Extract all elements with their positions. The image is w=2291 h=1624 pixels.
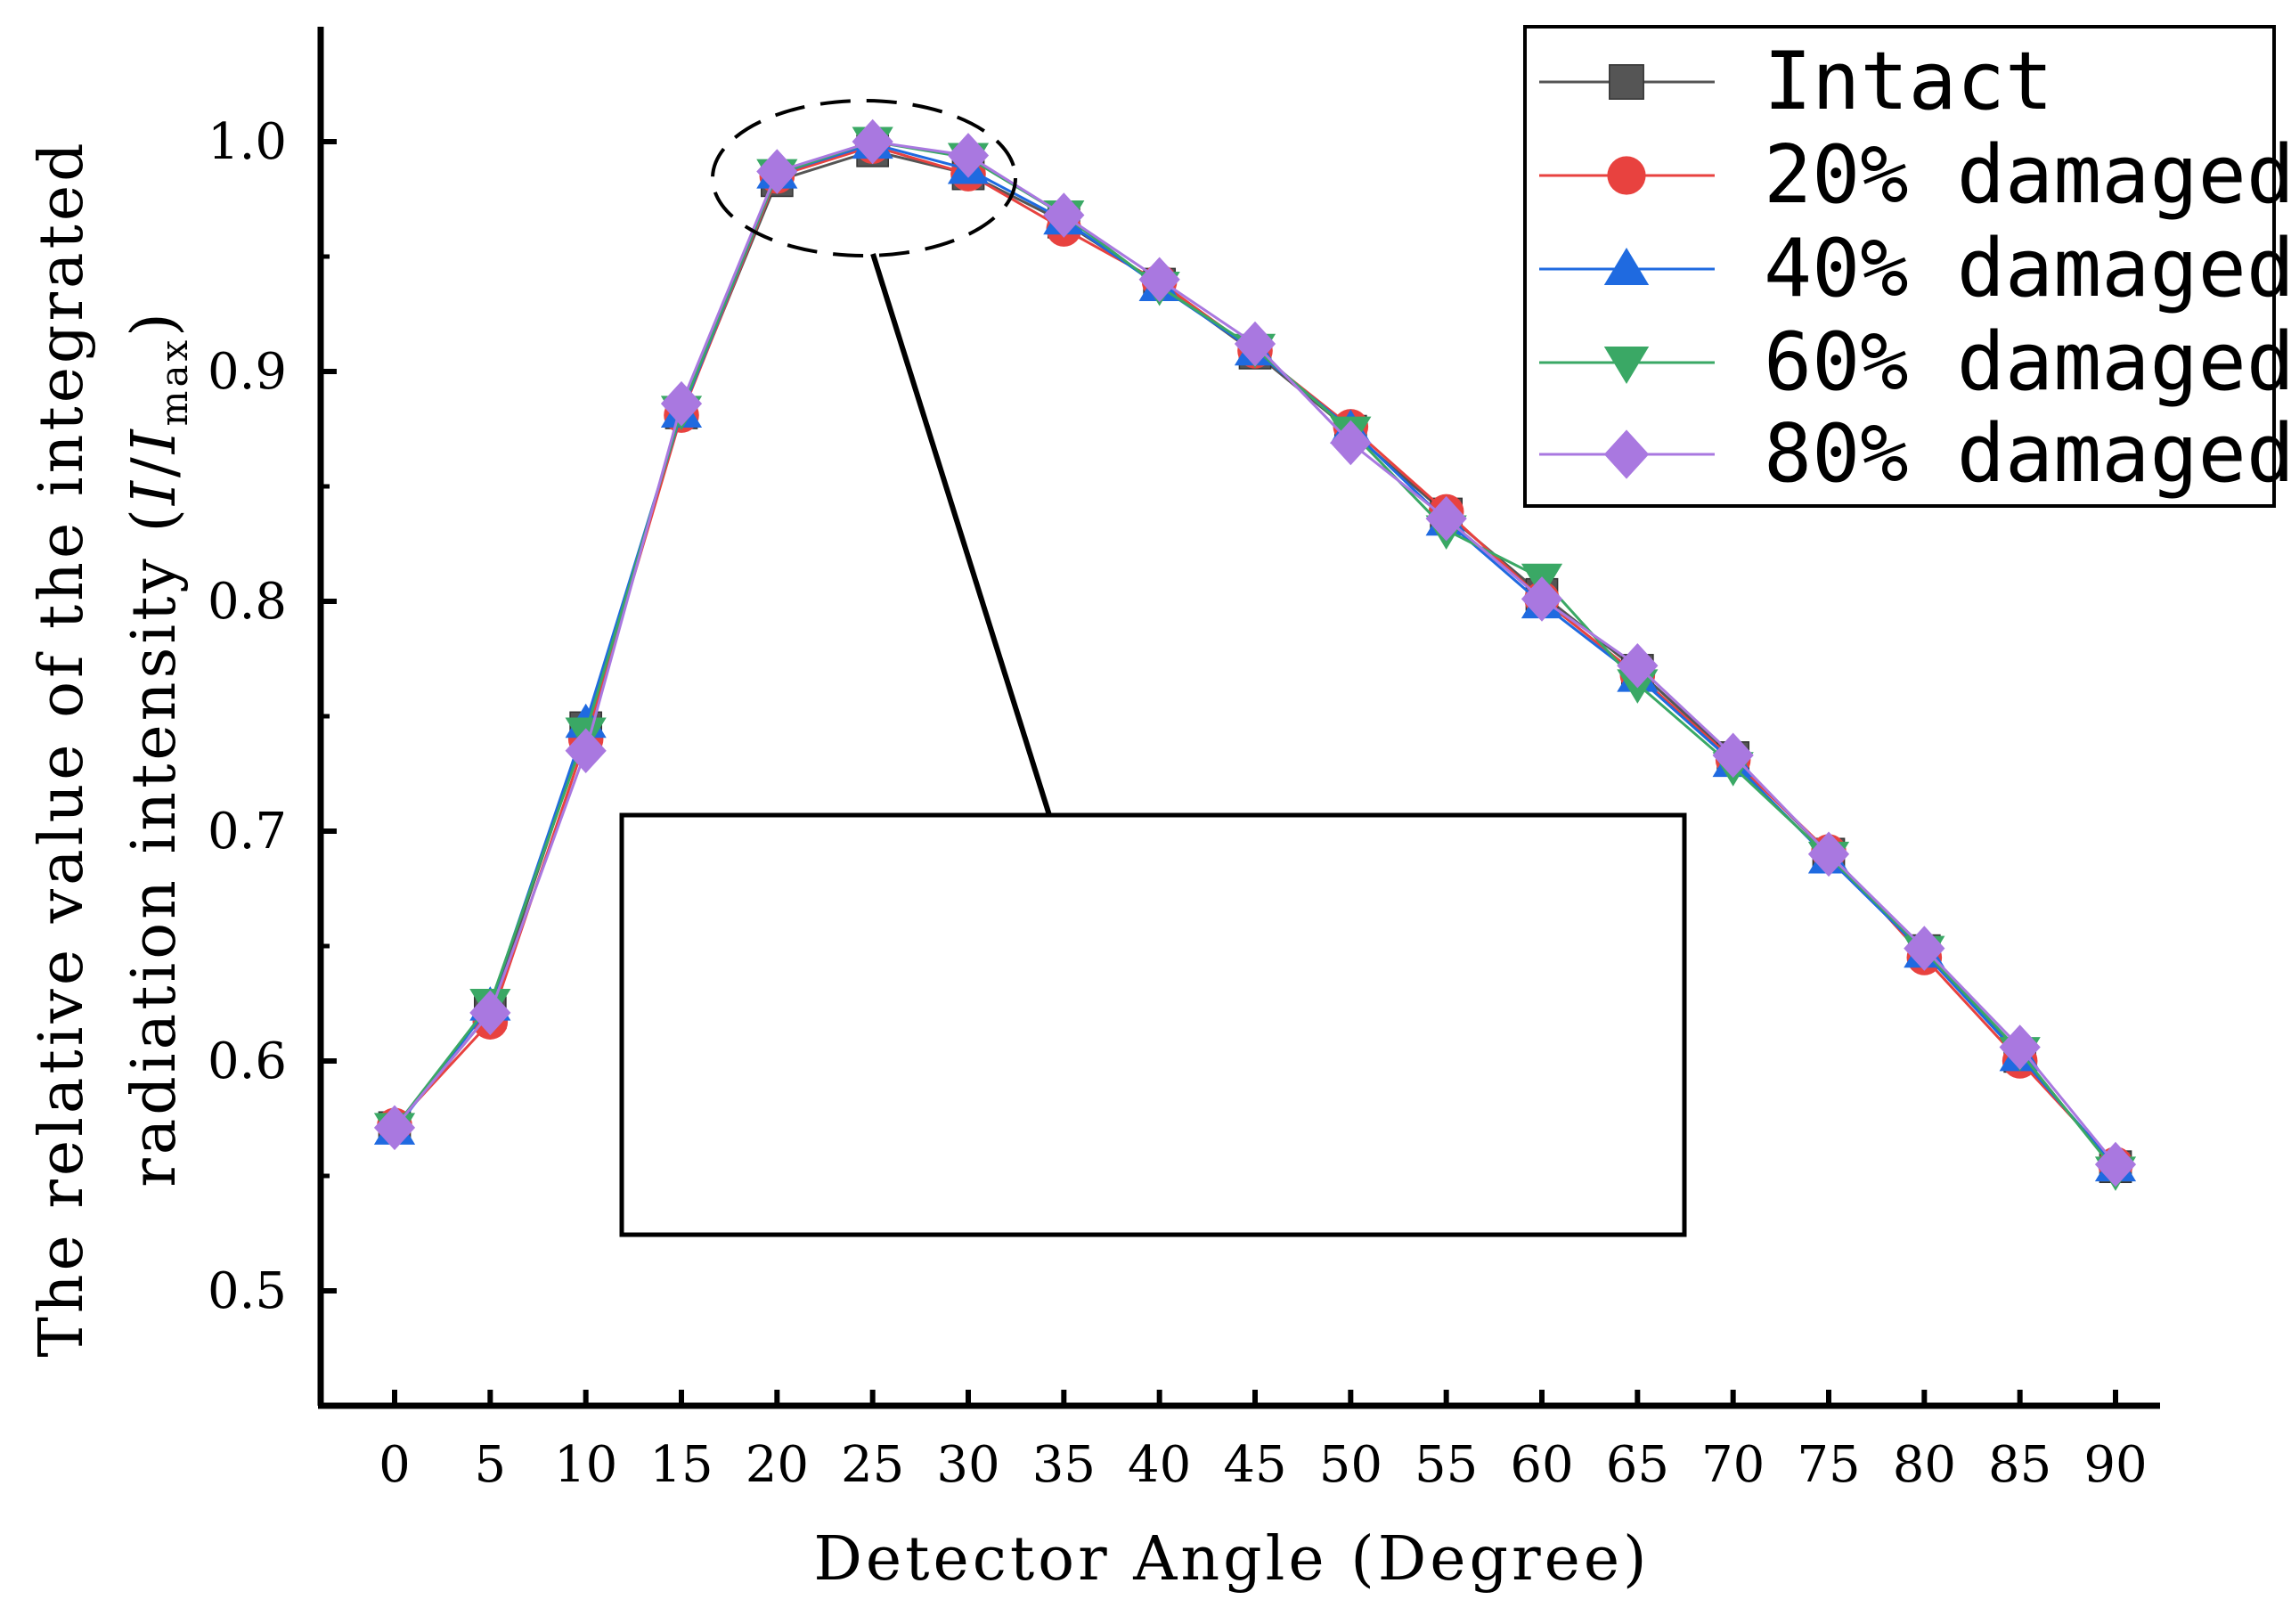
y-tick-label: 0.9	[208, 343, 287, 401]
x-tick-label: 90	[2083, 1436, 2147, 1494]
zoom-highlight-ellipse	[711, 99, 1017, 257]
ticks-layer: 0 5 10 15 20 25 30 35 40 45 50 55 60 65 70 75 80 85 90 0.5 0…	[208, 113, 2148, 1494]
y-axis-title: The relative value of the integrated	[27, 139, 97, 1357]
legend-label: 80% damaged	[1764, 407, 2291, 501]
data-point	[1521, 576, 1563, 622]
data-point	[2094, 1141, 2137, 1187]
legend-item-4: 80% damaged	[1539, 407, 2291, 501]
y-axis-title-2: radiation intensity (I/Imax)	[119, 309, 196, 1187]
data-point	[660, 380, 703, 427]
data-point	[1807, 831, 1850, 877]
y-axis-title-line1: The relative value of the integrated	[27, 139, 97, 1357]
data-point	[1138, 257, 1180, 303]
data-point	[947, 133, 990, 178]
y-tick-label: 1.0	[208, 113, 287, 171]
x-tick-label: 20	[746, 1436, 809, 1494]
data-point	[1617, 642, 1659, 689]
legend-label: 20% damaged	[1764, 128, 2291, 222]
x-tick-label: 80	[1893, 1436, 1956, 1494]
y-tick-label: 0.7	[208, 803, 287, 861]
zoom-pointer-line	[870, 253, 1052, 816]
y-axis-title-i: I	[119, 477, 190, 507]
data-point	[373, 1105, 416, 1151]
legend-marker	[1603, 347, 1650, 384]
inset-frame	[619, 812, 1687, 1237]
y-axis-title-slash: /	[119, 453, 190, 477]
legend-item-0: Intact	[1539, 35, 2053, 128]
data-point	[469, 990, 511, 1036]
y-axis-title-sub: max	[152, 337, 196, 427]
legend-label: Intact	[1764, 35, 2053, 128]
y-tick-label: 0.6	[208, 1032, 287, 1090]
x-tick-label: 50	[1319, 1436, 1382, 1494]
x-tick-label: 10	[554, 1436, 617, 1494]
legend-marker	[1603, 429, 1650, 479]
x-tick-label: 0	[379, 1436, 411, 1494]
x-tick-label: 60	[1510, 1436, 1573, 1494]
x-tick-label: 35	[1032, 1436, 1096, 1494]
legend-label: 60% damaged	[1764, 315, 2291, 409]
x-axis-title: Detector Angle (Degree)	[813, 1524, 1650, 1595]
x-tick-label: 55	[1415, 1436, 1478, 1494]
data-point	[1043, 192, 1085, 238]
legend-marker	[1607, 156, 1646, 195]
x-tick-label: 30	[936, 1436, 999, 1494]
x-tick-label: 5	[475, 1436, 507, 1494]
x-tick-label: 15	[649, 1436, 713, 1494]
x-tick-label: 70	[1701, 1436, 1765, 1494]
legend-box	[1523, 25, 2276, 508]
x-tick-label: 85	[1988, 1436, 2051, 1494]
data-point	[565, 728, 607, 773]
series-4	[373, 118, 2137, 1187]
x-tick-label: 75	[1797, 1436, 1860, 1494]
legend-label: 40% damaged	[1764, 222, 2291, 315]
series-layer	[373, 118, 2137, 1191]
data-point	[1999, 1024, 2041, 1070]
y-axis-title-i2: I	[119, 426, 190, 455]
legend-item-3: 60% damaged	[1539, 315, 2291, 409]
data-point	[1904, 926, 1945, 971]
data-point	[1425, 495, 1467, 542]
data-point	[1330, 420, 1372, 466]
x-tick-label: 45	[1223, 1436, 1286, 1494]
y-axis-title-close: )	[119, 309, 190, 337]
data-point	[1234, 321, 1276, 367]
legend-marker	[1609, 64, 1644, 100]
x-tick-label: 25	[841, 1436, 904, 1494]
y-tick-label: 0.8	[208, 573, 287, 631]
x-tick-label: 65	[1606, 1436, 1669, 1494]
x-tick-label: 40	[1128, 1436, 1191, 1494]
legend-item-1: 20% damaged	[1539, 128, 2291, 222]
data-point	[852, 118, 893, 165]
data-point	[756, 149, 798, 194]
data-point	[1712, 732, 1754, 779]
legend-marker	[1603, 248, 1650, 285]
y-axis-title-line2-prefix: radiation intensity (	[119, 505, 190, 1187]
y-tick-label: 0.5	[208, 1262, 287, 1320]
legend-item-2: 40% damaged	[1539, 222, 2291, 315]
y-axis-title-line2: radiation intensity (I/Imax)	[119, 309, 196, 1187]
